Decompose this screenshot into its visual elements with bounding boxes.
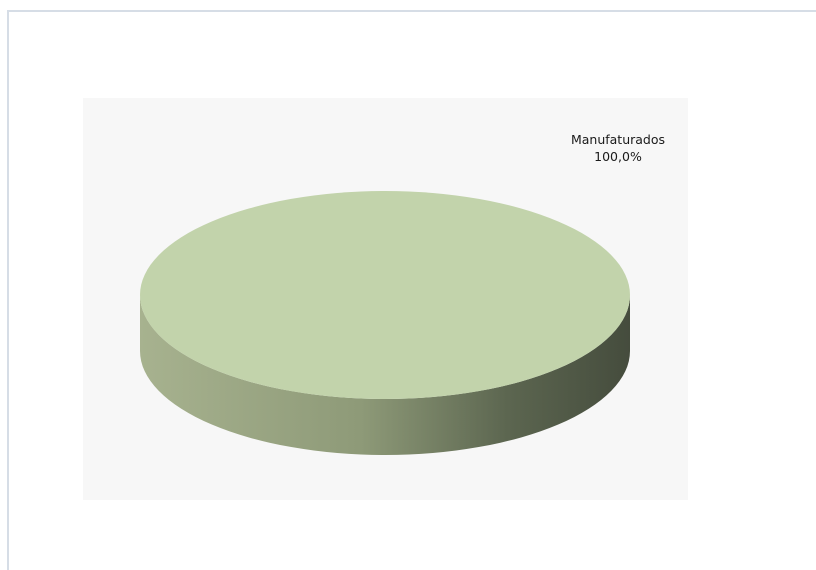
pie-slice-side[interactable] (140, 295, 630, 455)
chart-plot-area: Manufaturados 100,0% (83, 98, 688, 500)
pie-slice-manufaturados[interactable] (140, 191, 630, 399)
slice-data-label: Manufaturados 100,0% (553, 131, 683, 165)
pie-chart (140, 191, 630, 455)
slice-label-value: 100,0% (594, 149, 642, 164)
slice-label-name: Manufaturados (570, 132, 666, 147)
